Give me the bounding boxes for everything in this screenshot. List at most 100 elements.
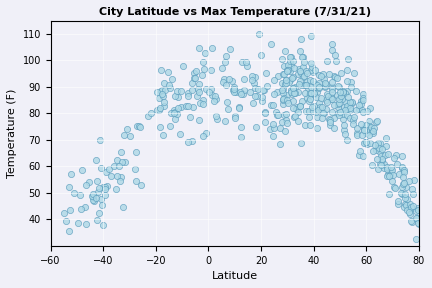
Point [134,123,141,128]
Point [290,115,297,119]
Point [302,91,308,96]
Point [230,85,237,90]
Point [315,101,322,105]
Point [308,65,315,70]
Point [345,103,352,107]
Point [231,90,238,95]
Point [336,113,343,117]
Point [273,90,280,94]
Point [85,180,92,185]
Point [193,94,200,98]
Point [365,132,372,137]
Point [144,113,151,118]
Point [329,85,336,90]
Point [104,184,111,189]
Point [295,90,302,94]
Point [76,192,83,197]
Point [242,59,249,64]
Point [283,78,290,83]
Point [266,127,273,131]
Point [307,123,314,128]
Point [389,179,396,183]
Point [117,150,124,155]
Point [137,183,144,187]
Point [337,94,344,99]
Point [251,86,258,90]
Point [359,95,366,100]
Point [230,88,237,93]
Point [119,159,126,164]
Point [229,79,236,83]
Point [90,195,97,199]
Point [98,196,105,201]
Point [222,83,229,88]
Point [352,89,359,94]
Point [342,100,349,105]
Point [89,197,96,202]
Point [276,142,283,147]
Point [343,79,350,84]
Point [375,140,382,145]
Point [301,83,308,88]
Point [113,158,120,162]
Point [315,85,322,89]
Point [255,87,262,92]
Point [184,140,191,144]
Point [359,92,366,96]
Point [335,100,342,105]
Point [219,65,226,70]
Point [359,154,366,158]
Point [312,84,319,89]
Point [189,138,196,143]
Point [306,97,313,102]
Point [213,116,220,121]
Point [248,77,255,82]
Point [337,110,344,114]
Point [283,118,289,122]
Point [329,42,336,47]
Point [284,101,291,106]
Point [337,90,344,95]
Point [397,191,404,195]
Point [363,124,370,128]
Point [309,79,316,84]
Point [183,104,190,108]
Point [231,115,238,120]
Point [296,67,303,71]
Point [191,75,198,80]
Point [122,159,129,164]
Point [293,105,300,109]
Point [116,179,123,183]
Point [414,207,421,212]
Point [260,88,267,92]
Point [390,184,397,189]
Point [363,130,370,135]
Point [325,117,332,122]
Point [408,219,415,223]
Point [348,100,355,104]
Point [281,96,288,101]
Point [381,166,388,171]
Point [343,68,350,72]
Point [213,97,219,102]
Point [288,63,295,68]
Point [197,101,203,105]
Point [377,153,384,158]
Point [282,81,289,86]
Point [330,102,337,107]
Point [327,97,334,101]
Point [259,98,266,103]
Point [399,192,406,197]
Point [270,125,277,130]
Point [264,83,271,88]
Point [260,87,267,92]
Point [295,71,302,76]
Point [173,112,180,117]
Point [377,150,384,154]
Point [367,126,374,131]
Point [103,169,110,174]
Point [310,69,317,74]
Point [358,121,365,126]
Point [170,108,177,113]
Point [172,116,178,121]
